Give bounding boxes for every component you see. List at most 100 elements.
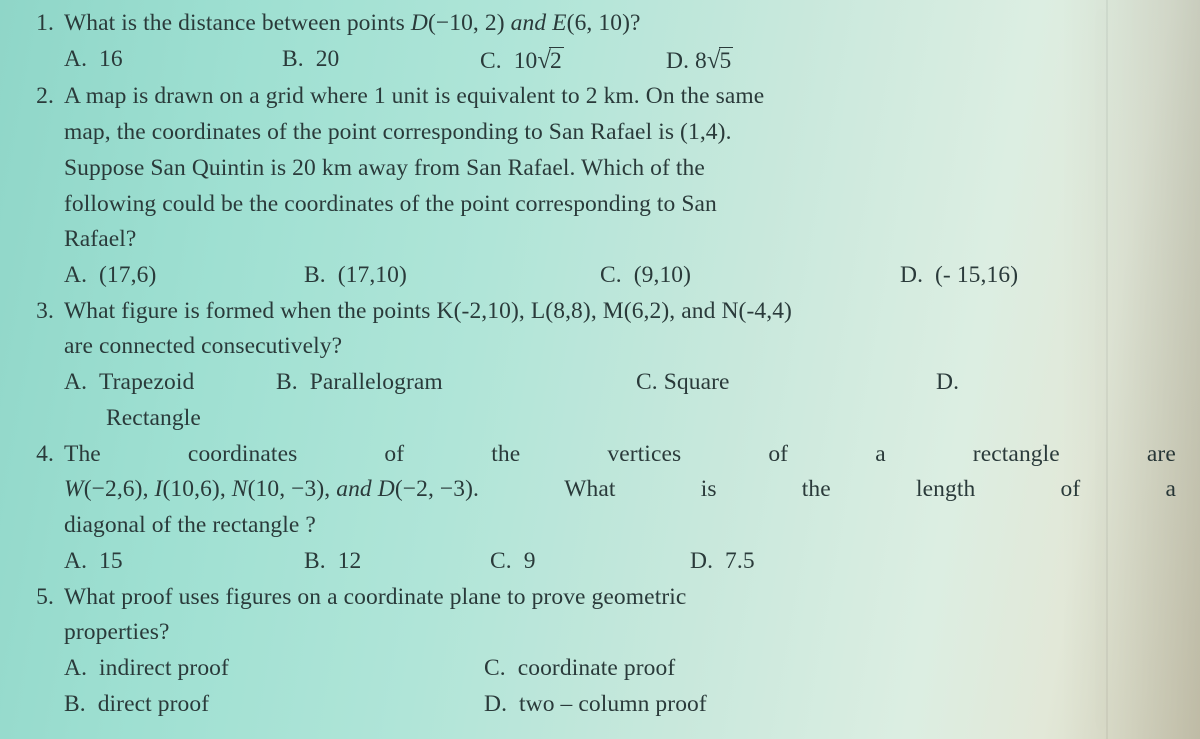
q4-l2-the: the	[802, 472, 831, 508]
question-3: 3. What figure is formed when the points…	[0, 294, 1176, 437]
q4-d-value: 7.5	[725, 548, 755, 574]
q1-point-E-coords: (6, 10)?	[567, 10, 641, 36]
q1-c-value: 10√2	[514, 48, 564, 74]
q4-line1: The coordinates of the vertices of a rec…	[64, 437, 1176, 473]
q2-c-label: C.	[600, 262, 622, 288]
q4-a-label: A.	[64, 548, 87, 574]
q4-I-coords: (10,6),	[162, 476, 231, 502]
worksheet-page: 1. What is the distance between points D…	[0, 0, 1200, 722]
q4-l1-of: of	[384, 437, 404, 473]
question-2: 2. A map is drawn on a grid where 1 unit…	[0, 79, 1176, 293]
q5-c-value: coordinate proof	[518, 655, 676, 681]
q1-number: 1.	[0, 6, 64, 79]
q3-b-value: Parallelogram	[310, 369, 443, 395]
q4-l1-the2: the	[491, 437, 520, 473]
q3-d-label: D.	[936, 369, 959, 395]
q4-l2-is: is	[701, 472, 717, 508]
q4-option-c: C. 9	[490, 544, 690, 580]
q4-W: W	[64, 476, 84, 502]
q4-l2-what: What	[564, 472, 615, 508]
q1-b-label: B.	[282, 46, 304, 72]
q4-N: N	[232, 476, 248, 502]
q5-c-label: C.	[484, 655, 506, 681]
q2-line5: Rafael?	[64, 222, 1176, 258]
q4-l1-rectangle: rectangle	[973, 437, 1060, 473]
q4-D-coords: (−2, −3).	[395, 476, 479, 502]
q2-body: A map is drawn on a grid where 1 unit is…	[64, 79, 1176, 293]
q3-line2: are connected consecutively?	[64, 329, 1176, 365]
q5-option-a: A. indirect proof	[64, 651, 484, 687]
q2-b-value: (17,10)	[338, 262, 407, 288]
q4-option-b: B. 12	[304, 544, 490, 580]
q2-a-label: A.	[64, 262, 87, 288]
q1-stem-lead: What is the distance between points	[64, 10, 411, 36]
q1-a-value: 16	[99, 46, 123, 72]
q2-a-value: (17,6)	[99, 262, 156, 288]
q3-option-a: A. Trapezoid	[64, 365, 276, 401]
q5-line1: What proof uses figures on a coordinate …	[64, 580, 1176, 616]
q1-point-D-label: D	[411, 10, 428, 36]
q1-stem: What is the distance between points D(−1…	[64, 6, 1176, 42]
q1-c-label: C.	[480, 48, 502, 74]
q4-d-label: D.	[690, 548, 713, 574]
q5-b-label: B.	[64, 691, 86, 717]
q4-D: D	[378, 476, 395, 502]
q5-number: 5.	[0, 580, 64, 723]
q4-l1-the: The	[64, 437, 101, 473]
q1-b-value: 20	[316, 46, 340, 72]
q3-number: 3.	[0, 294, 64, 437]
q1-option-a: A. 16	[64, 42, 282, 80]
q1-option-c: C. 10√2	[480, 42, 666, 80]
q2-number: 2.	[0, 79, 64, 293]
q3-c-value: Square	[664, 369, 730, 395]
q1-options: A. 16 B. 20 C. 10√2 D. 8√5	[64, 42, 1176, 80]
q4-c-value: 9	[524, 548, 536, 574]
q2-c-value: (9,10)	[634, 262, 691, 288]
q5-d-label: D.	[484, 691, 507, 717]
q2-d-value: (- 15,16)	[935, 262, 1018, 288]
q2-options: A. (17,6) B. (17,10) C. (9,10) D. (- 15,…	[64, 258, 1176, 294]
q4-line3: diagonal of the rectangle ?	[64, 508, 1176, 544]
q2-d-label: D.	[900, 262, 923, 288]
q2-line2: map, the coordinates of the point corres…	[64, 115, 1176, 151]
question-1: 1. What is the distance between points D…	[0, 6, 1176, 79]
q1-point-E-label: E	[552, 10, 566, 36]
q1-d-label: D.	[666, 48, 689, 74]
q5-b-value: direct proof	[98, 691, 209, 717]
question-4: 4. The coordinates of the vertices of a …	[0, 437, 1176, 580]
q1-d-value: 8√5	[695, 48, 733, 74]
q5-options: A. indirect proof B. direct proof C. coo…	[64, 651, 1176, 722]
q4-option-a: A. 15	[64, 544, 304, 580]
q5-line2: properties?	[64, 615, 1176, 651]
q3-option-b: B. Parallelogram	[276, 365, 636, 401]
q5-options-right: C. coordinate proof D. two – column proo…	[484, 651, 707, 722]
q1-option-d: D. 8√5	[666, 42, 733, 80]
q1-point-D-coords: (−10, 2)	[428, 10, 505, 36]
q4-and: and	[336, 476, 378, 502]
q5-a-label: A.	[64, 655, 87, 681]
q5-option-d: D. two – column proof	[484, 687, 707, 723]
q4-N-coords: (10, −3),	[248, 476, 337, 502]
q4-number: 4.	[0, 437, 64, 580]
q4-l1-of2: of	[768, 437, 788, 473]
q4-W-coords: (−2,6),	[84, 476, 155, 502]
q1-option-b: B. 20	[282, 42, 480, 80]
q2-option-a: A. (17,6)	[64, 258, 304, 294]
q3-c-label: C.	[636, 369, 658, 395]
q4-l1-are: are	[1147, 437, 1176, 473]
q1-body: What is the distance between points D(−1…	[64, 6, 1176, 79]
q5-a-value: indirect proof	[99, 655, 229, 681]
q3-a-label: A.	[64, 369, 87, 395]
q3-line1: What figure is formed when the points K(…	[64, 294, 1176, 330]
q4-body: The coordinates of the vertices of a rec…	[64, 437, 1176, 580]
q5-d-value: two – column proof	[519, 691, 707, 717]
q3-body: What figure is formed when the points K(…	[64, 294, 1176, 437]
q4-b-value: 12	[338, 548, 362, 574]
q4-option-d: D. 7.5	[690, 544, 755, 580]
q3-b-label: B.	[276, 369, 298, 395]
q4-l1-coordinates: coordinates	[188, 437, 297, 473]
q3-wrapped-word: Rectangle	[64, 401, 1176, 437]
q3-option-c: C. Square	[636, 365, 936, 401]
q4-c-label: C.	[490, 548, 512, 574]
q2-b-label: B.	[304, 262, 326, 288]
